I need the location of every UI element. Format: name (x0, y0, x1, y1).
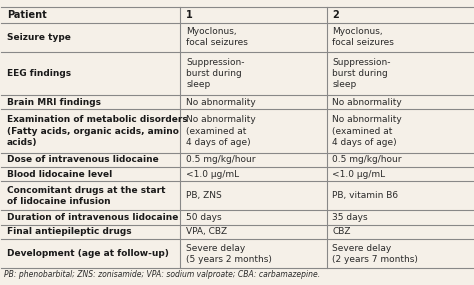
Text: Examination of metabolic disorders
(Fatty acids, organic acids, amino
acids): Examination of metabolic disorders (Fatt… (7, 115, 188, 146)
Text: PB, ZNS: PB, ZNS (186, 192, 222, 200)
Text: Blood lidocaine level: Blood lidocaine level (7, 170, 112, 179)
Text: CBZ: CBZ (332, 227, 351, 237)
Text: 2: 2 (332, 10, 339, 20)
Text: Brain MRI findings: Brain MRI findings (7, 98, 101, 107)
Text: 50 days: 50 days (186, 213, 222, 222)
Text: PB, vitamin B6: PB, vitamin B6 (332, 192, 398, 200)
Text: <1.0 μg/mL: <1.0 μg/mL (332, 170, 385, 179)
Text: <1.0 μg/mL: <1.0 μg/mL (186, 170, 239, 179)
Text: 35 days: 35 days (332, 213, 368, 222)
Text: EEG findings: EEG findings (7, 69, 71, 78)
Text: Patient: Patient (7, 10, 47, 20)
Text: Suppression-
burst during
sleep: Suppression- burst during sleep (186, 58, 245, 89)
Text: Myoclonus,
focal seizures: Myoclonus, focal seizures (332, 27, 394, 47)
Text: No abnormality: No abnormality (332, 98, 402, 107)
Text: No abnormality: No abnormality (186, 98, 256, 107)
Text: Development (age at follow-up): Development (age at follow-up) (7, 249, 169, 258)
Text: 1: 1 (186, 10, 193, 20)
Text: No abnormality
(examined at
4 days of age): No abnormality (examined at 4 days of ag… (332, 115, 402, 146)
Text: Duration of intravenous lidocaine: Duration of intravenous lidocaine (7, 213, 178, 222)
Text: No abnormality
(examined at
4 days of age): No abnormality (examined at 4 days of ag… (186, 115, 256, 146)
Text: Severe delay
(5 years 2 months): Severe delay (5 years 2 months) (186, 243, 272, 264)
Text: Myoclonus,
focal seizures: Myoclonus, focal seizures (186, 27, 248, 47)
Text: Severe delay
(2 years 7 months): Severe delay (2 years 7 months) (332, 243, 418, 264)
Text: 0.5 mg/kg/hour: 0.5 mg/kg/hour (186, 155, 255, 164)
Text: PB: phenobarbital; ZNS: zonisamide; VPA: sodium valproate; CBA: carbamazepine.: PB: phenobarbital; ZNS: zonisamide; VPA:… (4, 270, 320, 279)
Text: Seizure type: Seizure type (7, 33, 71, 42)
Text: VPA, CBZ: VPA, CBZ (186, 227, 227, 237)
Text: Suppression-
burst during
sleep: Suppression- burst during sleep (332, 58, 391, 89)
Text: Concomitant drugs at the start
of lidocaine infusion: Concomitant drugs at the start of lidoca… (7, 186, 165, 206)
Text: 0.5 mg/kg/hour: 0.5 mg/kg/hour (332, 155, 401, 164)
Text: Dose of intravenous lidocaine: Dose of intravenous lidocaine (7, 155, 159, 164)
Text: Final antiepileptic drugs: Final antiepileptic drugs (7, 227, 132, 237)
